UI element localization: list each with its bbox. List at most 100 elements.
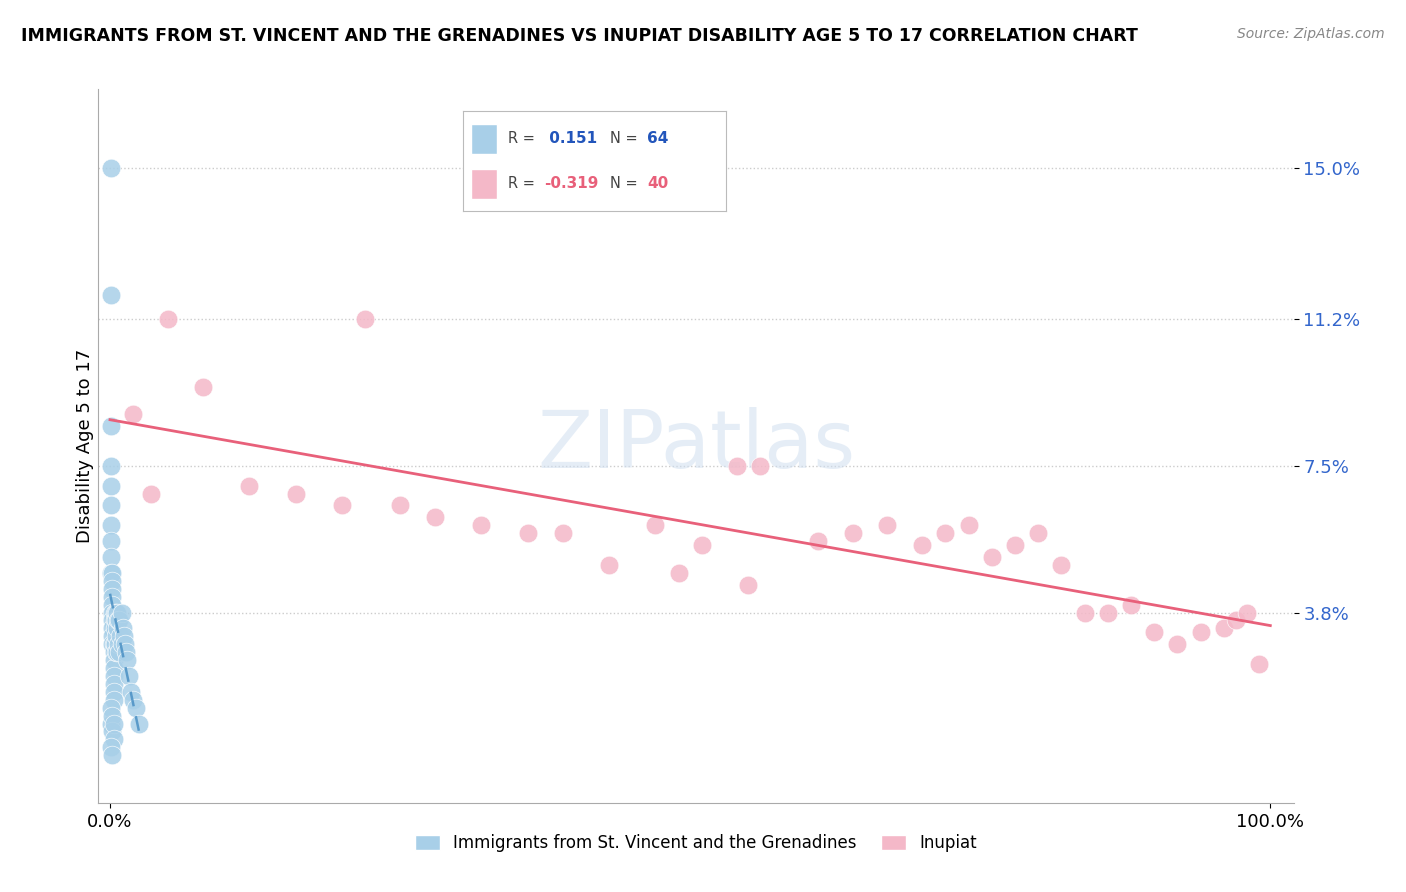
Point <box>101 566 124 580</box>
Point <box>876 518 898 533</box>
Point <box>668 566 690 580</box>
Point <box>105 621 128 635</box>
Point <box>1166 637 1188 651</box>
Point <box>100 549 122 564</box>
Point <box>1073 606 1095 620</box>
Point <box>107 637 129 651</box>
Point <box>139 486 162 500</box>
Point <box>644 518 666 533</box>
Point <box>100 419 122 434</box>
Point <box>101 614 124 628</box>
Point <box>725 458 748 473</box>
Point <box>100 478 122 492</box>
Text: ZIPatlas: ZIPatlas <box>537 407 855 485</box>
Point <box>100 161 122 176</box>
Point <box>103 669 125 683</box>
Point <box>101 590 124 604</box>
Point <box>100 499 122 513</box>
Point <box>100 458 122 473</box>
Point <box>100 700 122 714</box>
Point <box>124 700 146 714</box>
Point <box>1247 657 1270 671</box>
Point <box>104 645 127 659</box>
Point <box>100 566 122 580</box>
Point <box>101 582 124 596</box>
Point <box>100 534 122 549</box>
Point <box>101 637 124 651</box>
Point <box>238 478 260 492</box>
Point <box>1050 558 1073 572</box>
Point <box>110 629 132 643</box>
Point <box>1189 625 1212 640</box>
Point <box>100 288 122 302</box>
Point <box>107 614 129 628</box>
Point <box>111 606 134 620</box>
Point <box>122 692 145 706</box>
Point <box>423 510 446 524</box>
Point <box>101 629 124 643</box>
Point <box>105 645 128 659</box>
Point <box>389 499 412 513</box>
Point <box>737 578 759 592</box>
Point <box>103 692 125 706</box>
Point <box>1236 606 1258 620</box>
Point <box>1212 621 1234 635</box>
Point <box>104 614 127 628</box>
Point <box>551 526 574 541</box>
Point <box>1004 538 1026 552</box>
Point <box>103 732 125 747</box>
Point <box>191 379 214 393</box>
Point <box>934 526 956 541</box>
Point <box>114 637 136 651</box>
Point <box>748 458 770 473</box>
Point <box>104 637 127 651</box>
Point <box>128 716 150 731</box>
Point <box>108 645 131 659</box>
Text: IMMIGRANTS FROM ST. VINCENT AND THE GRENADINES VS INUPIAT DISABILITY AGE 5 TO 17: IMMIGRANTS FROM ST. VINCENT AND THE GREN… <box>21 27 1137 45</box>
Point <box>354 312 377 326</box>
Point <box>330 499 353 513</box>
Point <box>101 724 124 739</box>
Point <box>111 621 134 635</box>
Point <box>101 606 124 620</box>
Point <box>111 637 134 651</box>
Point <box>103 661 125 675</box>
Point <box>1143 625 1166 640</box>
Point <box>1097 606 1119 620</box>
Point <box>103 716 125 731</box>
Point <box>104 606 127 620</box>
Point <box>516 526 538 541</box>
Point <box>1119 598 1142 612</box>
Point <box>957 518 980 533</box>
Point <box>101 598 124 612</box>
Point <box>980 549 1002 564</box>
Point <box>157 312 180 326</box>
Point <box>101 748 124 763</box>
Point <box>103 637 125 651</box>
Point <box>100 740 122 755</box>
Point <box>103 677 125 691</box>
Point <box>105 606 128 620</box>
Legend: Immigrants from St. Vincent and the Grenadines, Inupiat: Immigrants from St. Vincent and the Gren… <box>408 828 984 859</box>
Point <box>1026 526 1049 541</box>
Point <box>690 538 713 552</box>
Point <box>101 621 124 635</box>
Point <box>598 558 620 572</box>
Point <box>470 518 492 533</box>
Point <box>911 538 934 552</box>
Point <box>100 716 122 731</box>
Point <box>104 614 127 628</box>
Point <box>120 685 142 699</box>
Text: Source: ZipAtlas.com: Source: ZipAtlas.com <box>1237 27 1385 41</box>
Point <box>112 629 135 643</box>
Point <box>101 574 124 588</box>
Point <box>100 518 122 533</box>
Point <box>101 708 124 723</box>
Point <box>117 653 139 667</box>
Y-axis label: Disability Age 5 to 17: Disability Age 5 to 17 <box>76 349 94 543</box>
Point <box>117 669 139 683</box>
Point <box>284 486 307 500</box>
Point <box>122 407 145 421</box>
Point <box>115 645 138 659</box>
Point <box>807 534 830 549</box>
